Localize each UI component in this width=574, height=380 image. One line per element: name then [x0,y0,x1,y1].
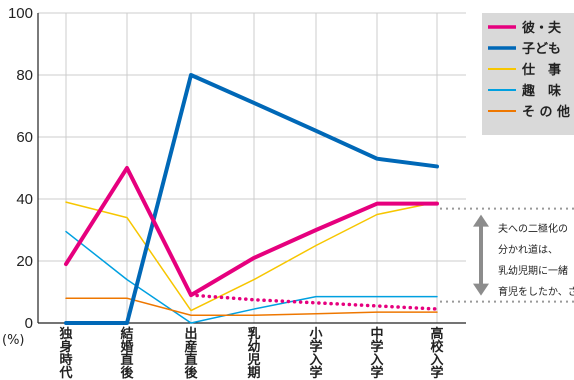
x-tick-label: 児 [246,353,260,368]
legend-label: 子ども [522,42,561,57]
x-tick-label: 入 [430,353,443,368]
x-tick-label: 入 [309,353,322,368]
series-dotted-line [189,293,439,311]
series-line-4 [65,297,438,316]
annotation-text-line: 夫への二極化の [498,222,568,235]
y-tick-label: 20 [16,253,33,270]
series-line-2 [65,201,438,312]
x-tick-label: 後 [184,365,198,380]
legend-box [482,13,574,135]
annotation-text-line: 育児をしたか、さ [498,285,574,298]
x-tick-label: 産 [184,339,197,355]
y-tick-label: 100 [8,5,33,22]
y-tick-label: 40 [16,191,33,208]
x-tick-label: 後 [120,365,134,380]
annotation-text-line: 乳幼児期に一緒 [498,264,568,277]
annotation-arrow-up-head [473,214,489,227]
x-tick-label: 時 [59,352,72,368]
x-tick-label: 直 [120,352,133,368]
x-tick-label: 中 [370,326,383,342]
x-tick-label: 高 [430,326,443,342]
x-tick-label: 学 [370,339,383,355]
x-tick-label: 学 [309,339,322,355]
y-axis-ticks: 0 20 40 60 80 100 [8,5,33,332]
x-tick-label: 幼 [247,339,260,355]
x-tick-label: 学 [430,365,443,380]
series-line-0 [64,166,439,298]
axes [37,13,466,324]
x-tick-label: 代 [58,365,72,380]
y-tick-label: 60 [16,129,33,146]
y-tick-label: 80 [16,67,33,84]
legend-label: 趣 味 [521,83,561,99]
y-tick-label: 0 [25,315,33,332]
x-tick-label: 直 [184,352,197,368]
unit-label: (%) [2,333,25,348]
x-tick-label: 独 [59,326,72,342]
legend-label: 彼・夫 [522,20,562,36]
x-tick-label: 出 [184,326,197,342]
legend-label: そ の 他 [522,104,570,120]
series-line-1 [64,73,439,325]
legend-label: 仕 事 [521,62,561,78]
x-tick-label: 身 [59,339,72,355]
x-tick-label: 小 [309,327,322,342]
x-tick-label: 入 [370,353,383,368]
series-lines [64,73,439,325]
x-tick-label: 婚 [120,339,133,355]
x-tick-label: 学 [370,365,383,380]
series-line-3 [65,230,438,324]
annotation-arrow-down-head [473,283,489,296]
x-tick-label: 学 [309,365,322,380]
x-tick-label: 期 [247,366,260,380]
annotation-text-line: 分かれ道は、 [498,243,558,256]
grid-lines [38,12,466,323]
x-tick-label: 乳 [247,326,260,342]
x-tick-label: 校 [430,339,444,355]
x-tick-label: 結 [120,326,133,342]
